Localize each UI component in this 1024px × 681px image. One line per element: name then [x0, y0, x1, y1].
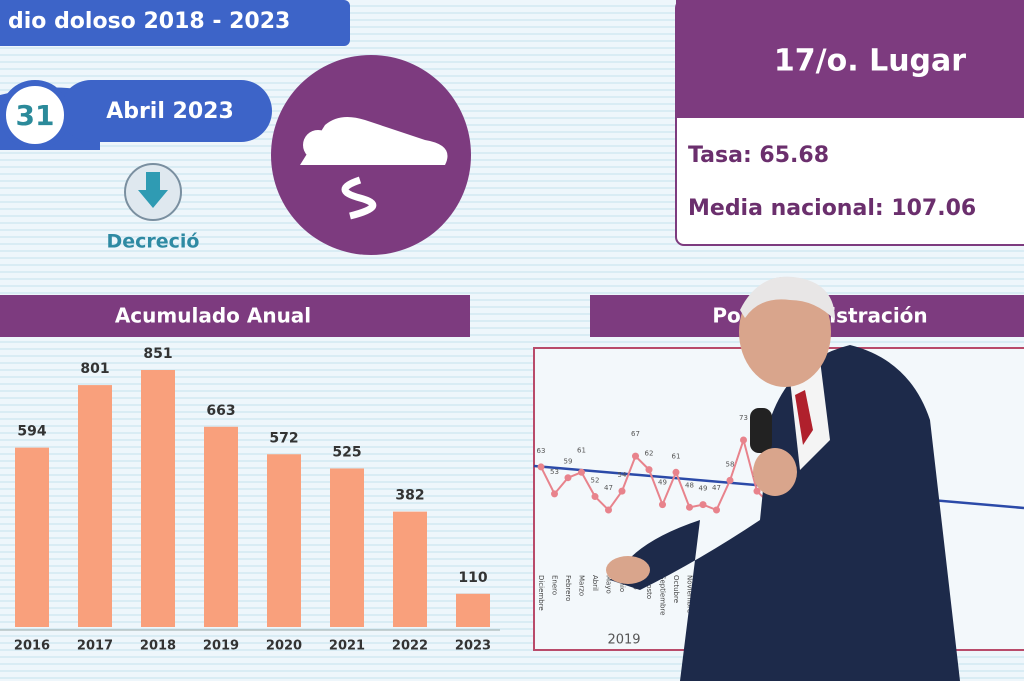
period: Abril 2023	[106, 99, 234, 124]
x-tick-label: 2017	[77, 639, 113, 654]
head	[303, 130, 333, 160]
x-tick-label: 2019	[203, 639, 239, 654]
point	[686, 503, 693, 511]
point	[645, 466, 653, 474]
point	[753, 487, 761, 495]
month-label: Mayo	[605, 575, 613, 594]
tie	[795, 390, 813, 445]
x-tick-label: 2016	[14, 639, 50, 654]
point	[713, 506, 720, 514]
point	[537, 463, 545, 471]
point-label: 61	[577, 446, 586, 454]
point	[726, 476, 734, 484]
ranking-header	[676, 0, 1024, 118]
point-label: 49	[658, 479, 667, 487]
point	[740, 436, 747, 444]
point-label: 48	[685, 481, 694, 489]
point-label: 63	[537, 447, 546, 455]
x-tick-label: 2022	[392, 639, 428, 654]
microphone	[750, 408, 772, 453]
pointing-hand	[606, 556, 650, 584]
value-label: 110	[458, 570, 487, 586]
point	[672, 468, 680, 476]
point	[618, 487, 626, 495]
rate: Tasa: 65.68	[688, 143, 829, 168]
value-label: 851	[143, 346, 172, 362]
value-label: 572	[269, 430, 298, 446]
day-badge	[0, 80, 70, 150]
hair	[740, 276, 835, 320]
x-tick-label: 2018	[140, 639, 176, 654]
title: dio doloso 2018 - 2023	[8, 9, 290, 34]
presenter-suit	[610, 345, 960, 681]
year-label: 2019	[607, 633, 640, 648]
month-label: Octubre	[672, 575, 680, 603]
period-pill	[60, 80, 272, 142]
value-label: 663	[206, 403, 235, 419]
month-label: Febrero	[564, 575, 572, 601]
bar	[393, 511, 427, 627]
bar-header	[0, 295, 470, 337]
bar	[141, 370, 175, 627]
x-tick-label: 2020	[266, 639, 302, 654]
point-label: 52	[591, 477, 600, 485]
point	[578, 468, 585, 476]
national-mean: Media nacional: 107.06	[688, 196, 976, 221]
point-label: 62	[645, 450, 654, 458]
point	[632, 452, 639, 460]
blood-trail	[341, 176, 377, 220]
month-label: Abril	[591, 575, 599, 591]
point-label: 61	[672, 452, 681, 460]
presenter-head	[739, 277, 831, 387]
x-tick-label: 2021	[329, 639, 365, 654]
month-label: Noviembre	[686, 575, 694, 613]
place: 17/o. Lugar	[774, 44, 966, 79]
bar	[267, 454, 301, 627]
trend: Decreció	[106, 231, 199, 253]
x-tick-label: 2023	[455, 639, 491, 654]
value-label: 525	[332, 444, 361, 460]
month-label: Septiembre	[659, 575, 667, 615]
bar	[330, 468, 364, 627]
hand	[753, 448, 797, 496]
point-label: 54	[618, 471, 627, 479]
bar-title: Acumulado Anual	[115, 304, 311, 328]
point-label: 59	[564, 458, 573, 466]
point	[659, 501, 666, 509]
point	[591, 493, 599, 501]
point-label: 49	[699, 485, 708, 493]
point	[551, 490, 558, 498]
bar	[204, 426, 238, 627]
point-label: 58	[726, 460, 735, 468]
point-label: 67	[631, 430, 640, 438]
month-label: Marzo	[578, 575, 586, 596]
bar	[78, 385, 112, 627]
point-label: 53	[550, 468, 559, 476]
month-label: Diciembre	[537, 575, 545, 611]
point-label: 47	[712, 484, 721, 492]
value-label: 801	[80, 361, 109, 377]
value-label: 382	[395, 488, 424, 504]
month-label: Enero	[551, 575, 559, 595]
point	[564, 474, 572, 482]
point	[699, 501, 707, 509]
down-arrow	[138, 172, 168, 208]
month-label: Agosto	[645, 575, 653, 599]
bar	[456, 593, 490, 627]
point	[605, 506, 612, 514]
body-silhouette	[300, 116, 448, 165]
day: 31	[16, 99, 55, 132]
value-label: 594	[17, 424, 46, 440]
point-label: 73	[739, 414, 748, 422]
point-label: 47	[604, 484, 613, 492]
bar	[15, 447, 49, 627]
title-banner	[0, 0, 350, 46]
